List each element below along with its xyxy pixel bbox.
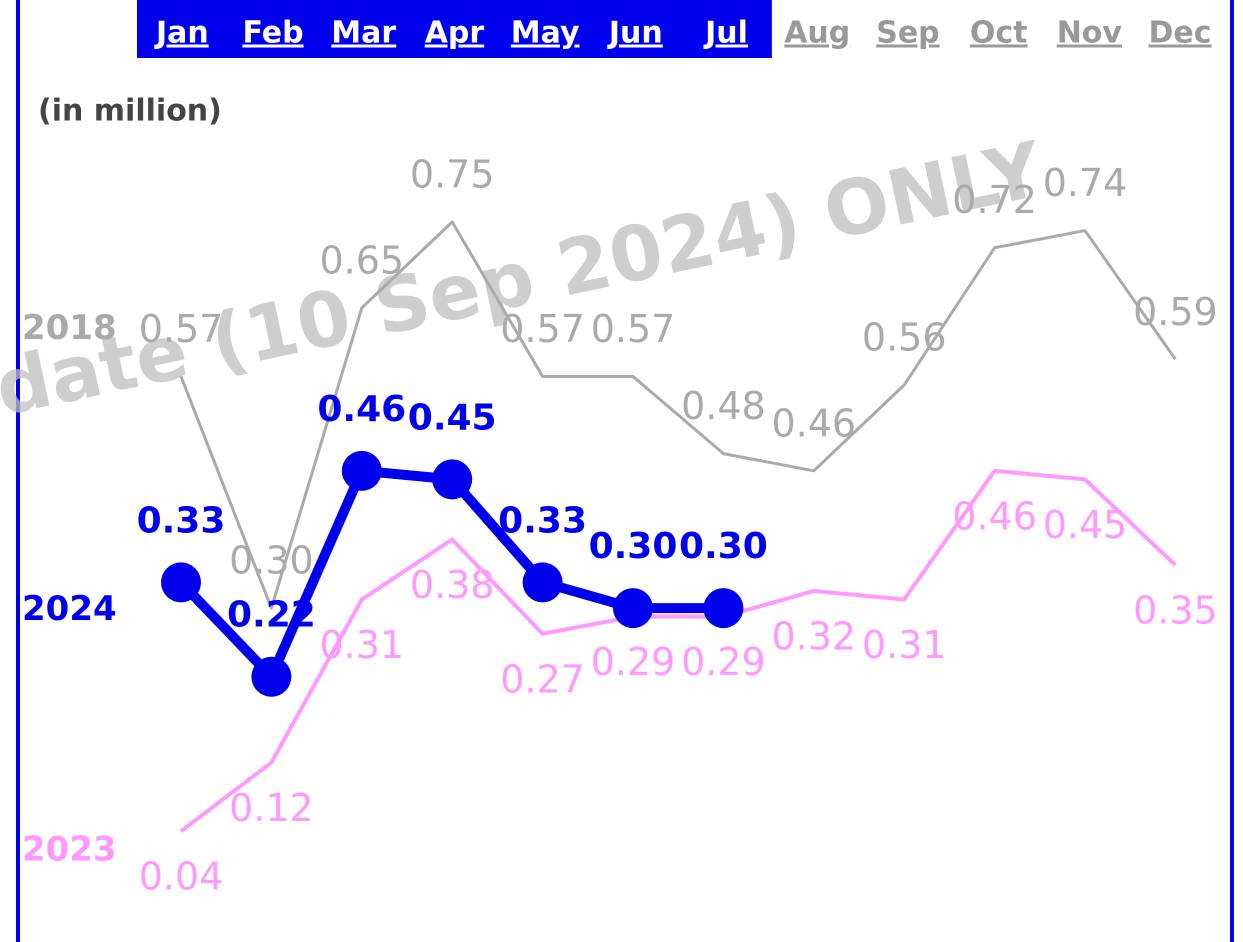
data-label: 0.56 [862, 316, 947, 360]
data-label: 0.65 [319, 238, 404, 282]
data-label: 0.59 [1133, 290, 1218, 334]
month-tab[interactable]: May [511, 16, 580, 51]
data-label: 0.74 [1043, 161, 1128, 205]
data-label: 0.29 [591, 640, 676, 684]
series-name: 2023 [22, 830, 117, 870]
data-label: 0.46 [317, 389, 406, 430]
data-label: 0.27 [500, 657, 585, 701]
point [613, 588, 653, 629]
point [251, 656, 292, 697]
series-line [179, 220, 1177, 610]
point [703, 588, 744, 629]
data-label: 0.22 [227, 595, 316, 636]
point [522, 562, 563, 603]
data-label: 0.72 [952, 178, 1037, 222]
data-label: 0.30 [589, 526, 678, 567]
series-name: 2024 [22, 589, 117, 629]
month-tab[interactable]: Sep [876, 16, 939, 51]
month-tab[interactable]: Jul [703, 16, 748, 51]
data-label: 0.12 [229, 786, 314, 830]
active-months-band [137, 0, 772, 58]
data-label: 0.30 [229, 539, 314, 583]
data-label: 0.30 [679, 526, 768, 567]
data-label: 0.31 [319, 623, 404, 667]
data-label: 0.29 [681, 640, 766, 684]
data-label: 0.45 [1043, 503, 1128, 547]
data-label: 0.35 [1133, 589, 1218, 633]
point [432, 459, 473, 500]
unit-note: (in million) [38, 94, 222, 129]
point [161, 562, 201, 603]
data-label: 0.46 [771, 401, 856, 445]
month-tab[interactable]: Dec [1149, 16, 1212, 51]
data-label: 0.57 [139, 307, 224, 351]
month-tab[interactable]: Jan [154, 16, 209, 51]
data-label: 0.45 [408, 397, 497, 438]
data-label: 0.31 [862, 623, 947, 667]
point [341, 450, 382, 491]
month-tab[interactable]: Nov [1057, 16, 1123, 51]
data-label: 0.46 [952, 494, 1037, 538]
month-tab[interactable]: Mar [331, 16, 396, 51]
month-tab[interactable]: Aug [784, 16, 850, 51]
series-line [179, 468, 1177, 833]
data-label: 0.33 [498, 500, 587, 541]
month-tab[interactable]: Feb [242, 16, 303, 51]
data-label: 0.04 [139, 855, 224, 899]
data-label: 0.75 [410, 153, 495, 197]
month-tab[interactable]: Oct [970, 16, 1028, 51]
data-label: 0.33 [137, 500, 226, 541]
series-name: 2018 [22, 308, 117, 348]
data-label: 0.32 [771, 614, 856, 658]
data-label: 0.57 [500, 307, 585, 351]
month-tab[interactable]: Jun [607, 16, 663, 51]
data-label: 0.57 [591, 307, 676, 351]
data-label: 0.48 [681, 384, 766, 428]
data-label: 0.38 [410, 563, 495, 607]
month-tab[interactable]: Apr [425, 16, 485, 51]
